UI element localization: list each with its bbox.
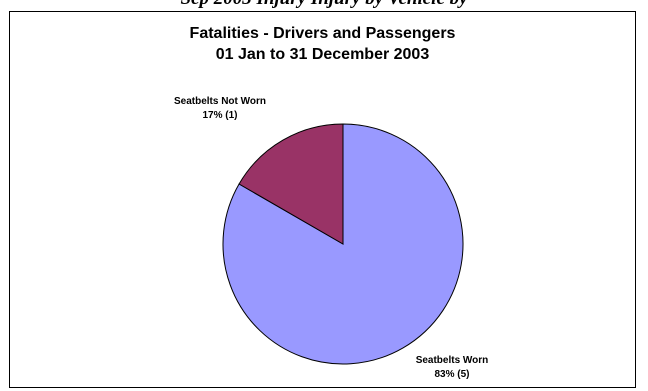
- slice-label-name: Seatbelts Not Worn: [173, 96, 267, 107]
- slice-label-name: Seatbelts Worn: [415, 355, 489, 366]
- pie-chart: [222, 123, 464, 365]
- slice-label-value: 83% (5): [434, 369, 470, 380]
- chart-title: Fatalities - Drivers and Passengers: [189, 25, 456, 42]
- slice-label-seatbelts-not-worn: Seatbelts Not Worn 17% (1): [160, 95, 280, 123]
- pie-slice-seatbelts-not-worn: [238, 123, 344, 245]
- cropped-heading-text: Sep 2003 Injury Injury by Vehicle by: [0, 0, 648, 8]
- chart-area: Fatalities - Drivers and Passengers 01 J…: [9, 11, 636, 388]
- slice-label-value: 17% (1): [202, 110, 238, 121]
- slice-label-seatbelts-worn: Seatbelts Worn 83% (5): [402, 354, 502, 382]
- pie-slice-seatbelts-worn: [222, 123, 464, 365]
- cropped-heading: Sep 2003 Injury Injury by Vehicle by: [0, 0, 648, 12]
- chart-subtitle: 01 Jan to 31 December 2003: [215, 46, 430, 63]
